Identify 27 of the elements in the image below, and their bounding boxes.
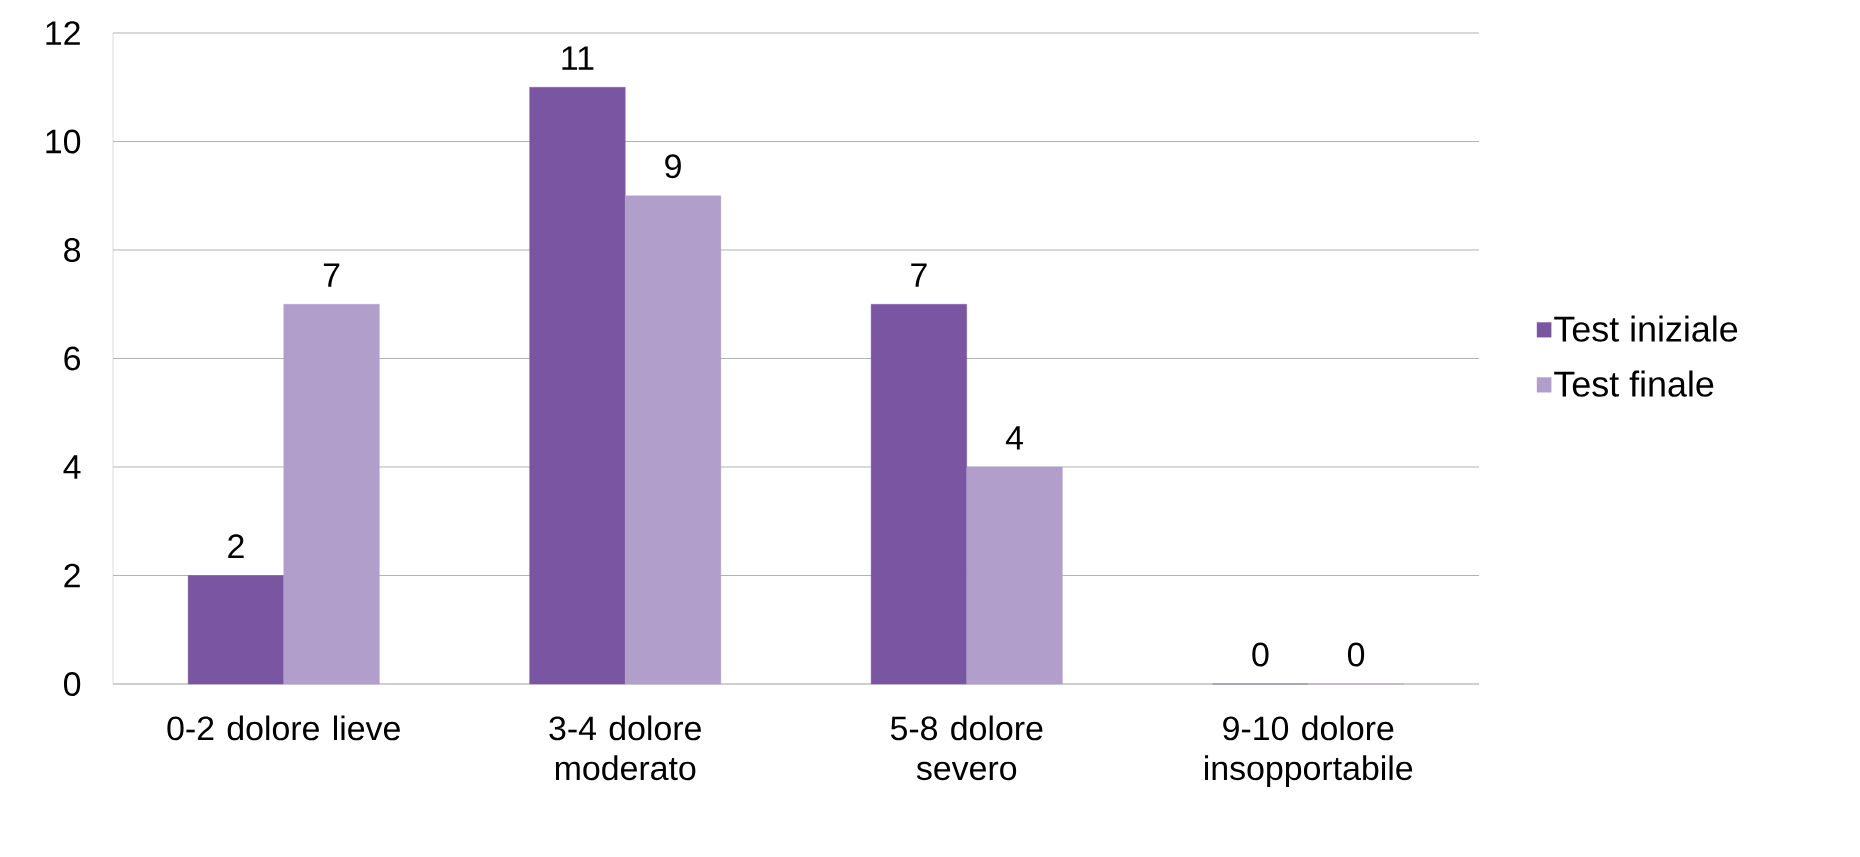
bar xyxy=(187,575,284,685)
x-tick-label: 0-2 dolore lieve xyxy=(167,715,400,741)
x-tick-label: 3-4 dolore moderato xyxy=(549,715,701,781)
legend-label: Test iniziale xyxy=(1554,315,1738,342)
data-label: 7 xyxy=(911,263,927,287)
data-label: 0 xyxy=(1252,642,1269,667)
legend-label: Test finale xyxy=(1554,370,1714,397)
y-tick-label: 4 xyxy=(63,455,81,479)
data-label: 11 xyxy=(562,46,594,70)
y-tick-label: 2 xyxy=(64,563,80,588)
data-label: 0 xyxy=(1347,642,1365,667)
data-label: 2 xyxy=(228,534,244,559)
data-label: 7 xyxy=(323,263,340,287)
data-label: 4 xyxy=(1005,426,1023,450)
bar xyxy=(966,466,1063,685)
y-tick-label: 6 xyxy=(64,346,81,371)
y-tick-label: 12 xyxy=(46,21,80,45)
bar xyxy=(529,87,626,685)
bar xyxy=(283,304,380,685)
data-label: 9 xyxy=(665,154,681,179)
bar xyxy=(870,304,967,685)
y-tick-label: 8 xyxy=(64,238,81,262)
bar xyxy=(625,195,722,685)
y-tick-label: 0 xyxy=(64,672,81,696)
x-tick-label: 9-10 dolore insopportabile xyxy=(1205,715,1413,787)
x-tick-label: 5-8 dolore severo xyxy=(890,715,1043,781)
y-tick-label: 10 xyxy=(46,129,81,154)
